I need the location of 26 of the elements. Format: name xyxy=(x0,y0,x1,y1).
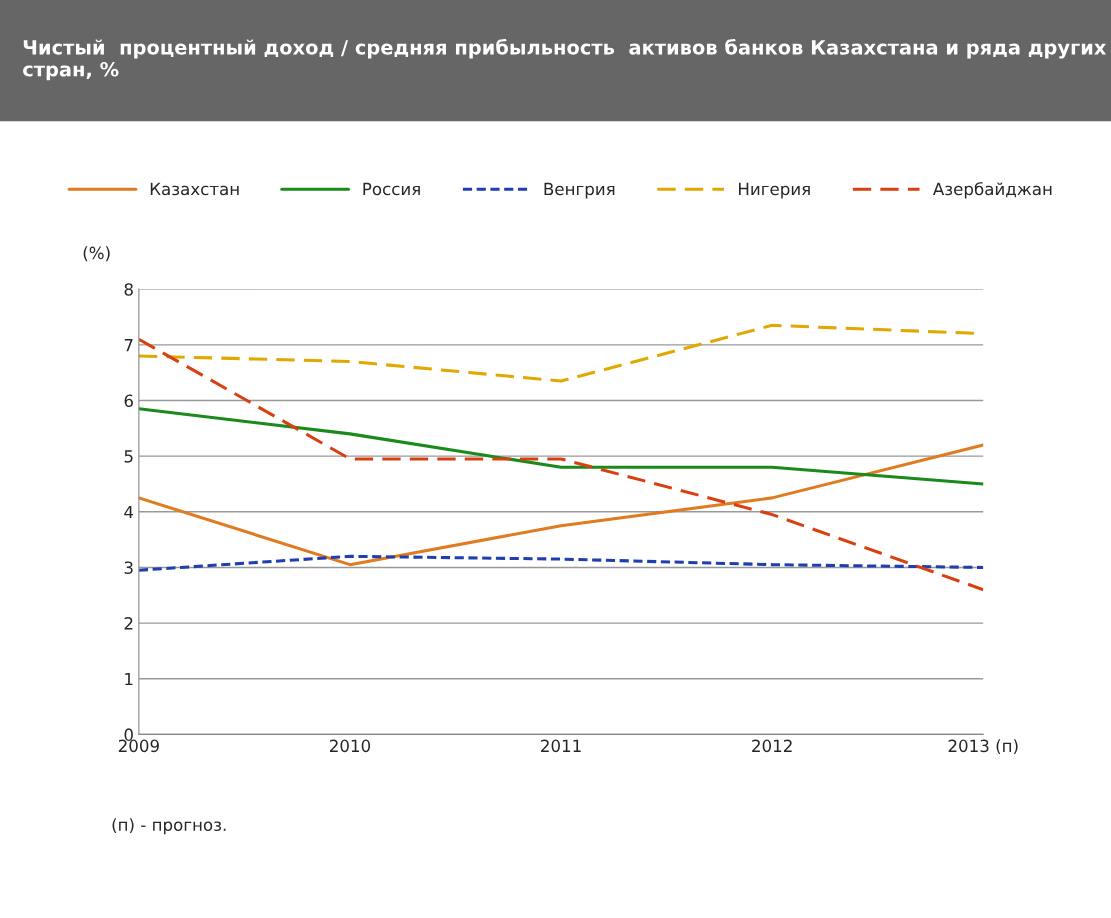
line-series xyxy=(138,337,984,592)
y-tick-label: 3 xyxy=(124,561,133,575)
x-tick-label: 2013 (п) xyxy=(948,739,1018,755)
legend-label: Нигерия xyxy=(739,182,810,199)
line-series xyxy=(138,407,984,486)
chart-title: Чистый процентный доход / средняя прибыльность активов банков Казахстана и ряда других стран, % xyxy=(23,38,1107,81)
y-tick-label: 4 xyxy=(124,505,134,519)
text: (п) - прогноз. xyxy=(112,818,226,835)
legend-label: Казахстан xyxy=(150,182,239,196)
line-series xyxy=(138,554,984,572)
x-tick-label: 2009 xyxy=(118,739,159,753)
line-series xyxy=(138,443,984,567)
y-tick-label: 6 xyxy=(124,394,133,408)
y-tick-label: 7 xyxy=(124,339,133,352)
x-tick-label: 2012 xyxy=(752,739,792,753)
legend-label: Венгрия xyxy=(544,182,615,199)
legend-label: Россия xyxy=(363,182,420,196)
y-tick-label: 1 xyxy=(125,672,133,686)
x-tick-label: 2011 xyxy=(541,739,581,753)
legend-label: Азербайджан xyxy=(932,182,1052,199)
x-tick-label: 2010 xyxy=(329,739,371,753)
y-axis-title: (%) xyxy=(83,246,110,262)
y-tick-label: 0 xyxy=(124,728,133,741)
y-tick-label: 5 xyxy=(124,450,133,463)
y-tick-label: 2 xyxy=(124,617,133,630)
y-tick-label: 8 xyxy=(124,283,133,296)
